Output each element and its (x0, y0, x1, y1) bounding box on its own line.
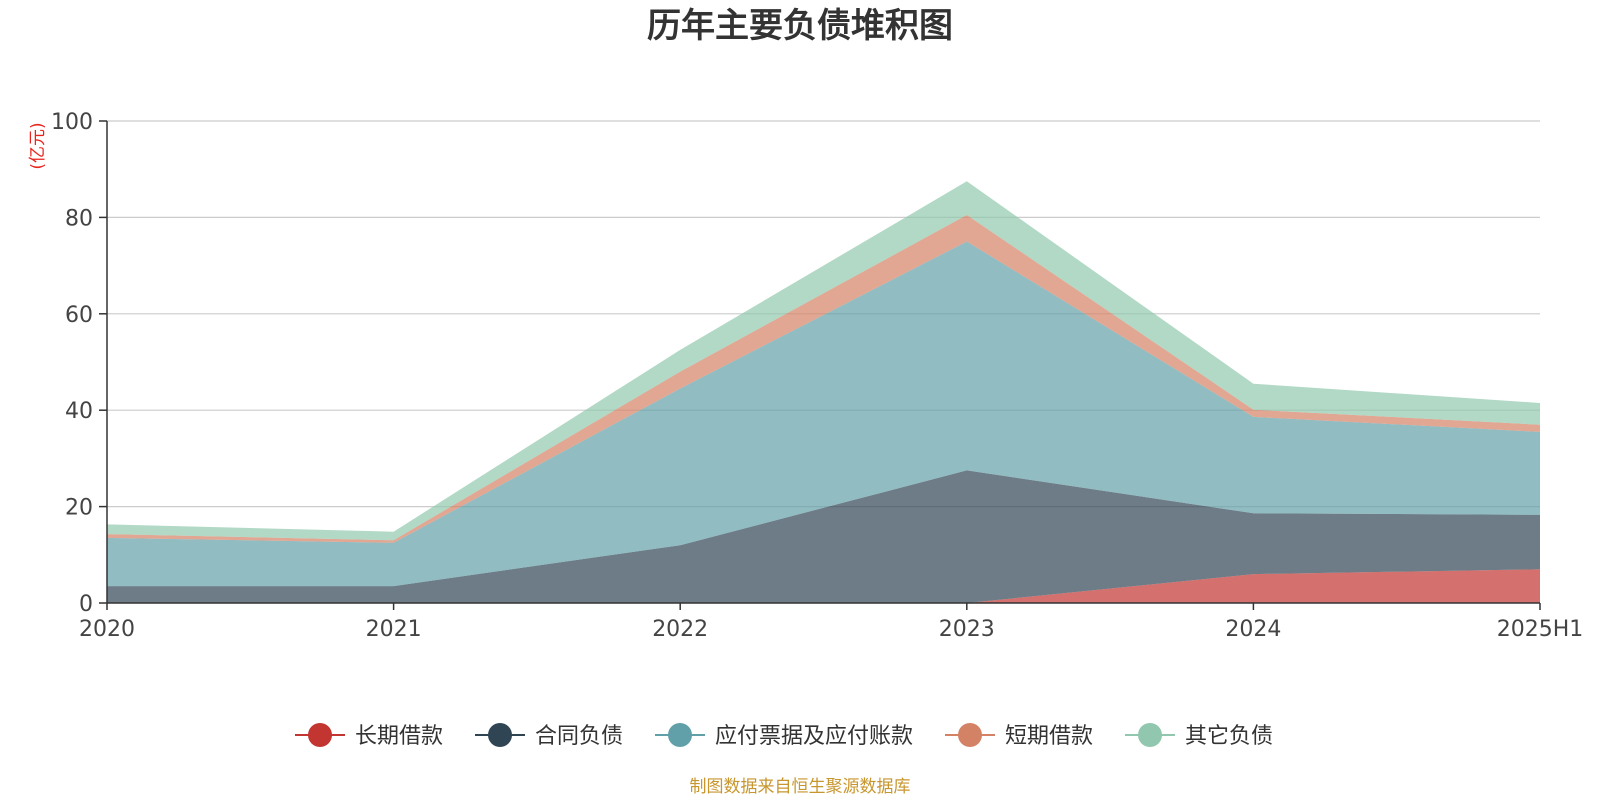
legend-marker (668, 723, 692, 747)
x-tick-label: 2025H1 (1497, 617, 1584, 642)
legend-label: 其它负债 (1185, 724, 1273, 749)
legend-marker (1138, 723, 1162, 747)
legend-item[interactable]: 合同负债 (475, 723, 623, 749)
y-tick-label: 60 (65, 303, 93, 328)
y-axis-unit-label: (亿元) (28, 122, 48, 169)
x-tick-label: 2022 (652, 617, 708, 642)
x-tick-label: 2020 (79, 617, 135, 642)
legend-marker (958, 723, 982, 747)
chart-title: 历年主要负债堆积图 (647, 6, 953, 46)
y-tick-label: 20 (65, 496, 93, 521)
axes: 0 20 40 60 80 100 2020 2021 2022 2023 2024 2025H1 (51, 110, 1583, 642)
stacked-areas (107, 181, 1540, 603)
legend-label: 长期借款 (355, 724, 443, 749)
y-tick-label: 40 (65, 399, 93, 424)
legend-item[interactable]: 长期借款 (295, 723, 443, 749)
legend-item[interactable]: 其它负债 (1125, 723, 1273, 749)
legend[interactable]: 长期借款 合同负债 应付票据及应付账款 短期借款 其它负债 (295, 723, 1273, 749)
area-series (107, 470, 1540, 603)
area-series (107, 569, 1540, 603)
legend-label: 应付票据及应付账款 (715, 724, 913, 749)
legend-item[interactable]: 应付票据及应付账款 (655, 723, 913, 749)
legend-marker (488, 723, 512, 747)
data-source-note: 制图数据来自恒生聚源数据库 (690, 777, 911, 797)
y-tick-label: 80 (65, 206, 93, 231)
y-tick-label: 0 (79, 592, 93, 617)
legend-label: 短期借款 (1005, 724, 1093, 749)
y-tick-label: 100 (51, 110, 93, 135)
legend-marker (308, 723, 332, 747)
legend-item[interactable]: 短期借款 (945, 723, 1093, 749)
x-tick-label: 2021 (366, 617, 422, 642)
x-tick-label: 2024 (1225, 617, 1281, 642)
legend-label: 合同负债 (535, 724, 623, 749)
x-tick-label: 2023 (939, 617, 995, 642)
area-series (107, 241, 1540, 587)
